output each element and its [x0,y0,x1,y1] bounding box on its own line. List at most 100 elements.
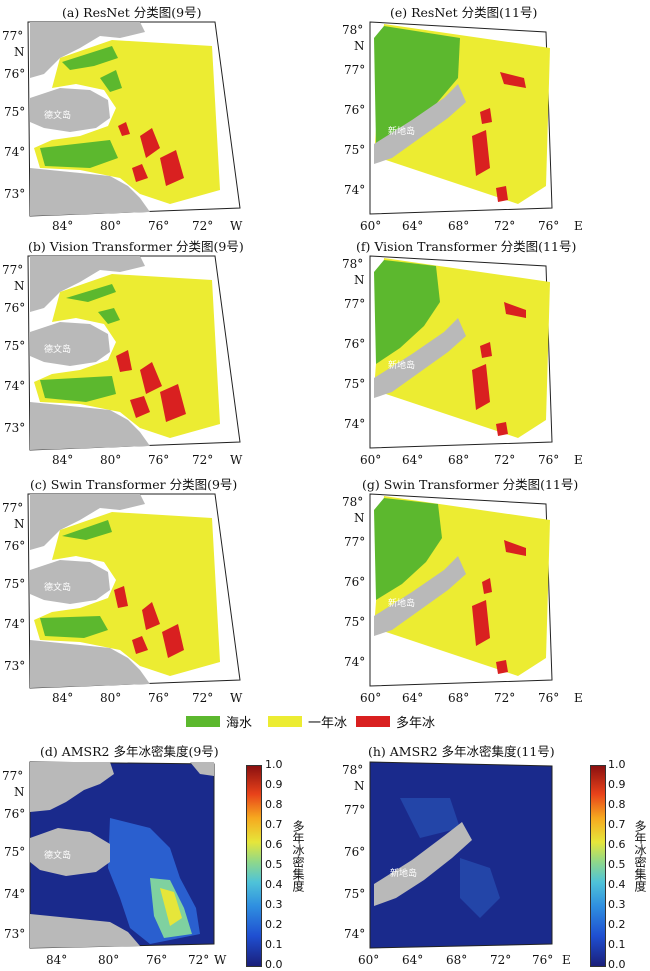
svg-text:72°: 72° [494,691,515,705]
svg-text:76°: 76° [344,575,365,589]
svg-text:76°: 76° [4,301,25,315]
svg-text:73°: 73° [4,927,25,941]
svg-text:76°: 76° [4,807,25,821]
lat-labels: 77° N 76° 75° 74° 73° [2,29,25,201]
svg-text:W: W [230,691,243,705]
svg-text:60°: 60° [360,453,381,467]
svg-text:76°: 76° [344,845,365,859]
svg-text:75°: 75° [344,143,365,157]
svg-text:60°: 60° [358,953,379,967]
panel-g-title: (g) Swin Transformer 分类图(11号) [362,477,579,492]
svg-text:N: N [354,273,365,287]
map-e-resnet-11: 78° N 77° 76° 75° 74° 60° 64° 68° 72° 76… [342,21,583,233]
svg-text:75°: 75° [4,339,25,353]
svg-text:80°: 80° [100,691,121,705]
svg-text:E: E [574,691,583,705]
svg-text:77°: 77° [2,769,23,783]
svg-text:W: W [230,453,243,467]
svg-text:77°: 77° [2,501,23,515]
svg-text:76°: 76° [344,103,365,117]
svg-text:72°: 72° [192,453,213,467]
svg-text:N: N [14,517,25,531]
svg-text:73°: 73° [4,421,25,435]
svg-text:74°: 74° [344,927,365,941]
legend-item-multi-year-ice: 多年冰 [356,712,435,731]
map-b-vit-9: 77° N 76° 75° 74° 73° 84° 80° 76° 72° W … [2,255,243,467]
svg-text:74°: 74° [4,887,25,901]
svg-text:W: W [214,953,227,967]
panel-d-title: (d) AMSR2 多年冰密集度(9号) [40,744,219,759]
svg-text:77°: 77° [344,63,365,77]
svg-text:84°: 84° [52,453,73,467]
svg-text:76°: 76° [538,691,559,705]
svg-text:76°: 76° [148,219,169,233]
svg-text:84°: 84° [46,953,67,967]
map-f-vit-11: 78° N 77° 76° 75° 74° 60° 64° 68° 72° 76… [342,255,583,467]
svg-text:76°: 76° [4,539,25,553]
svg-text:68°: 68° [446,953,467,967]
svg-text:72°: 72° [192,219,213,233]
svg-text:72°: 72° [494,453,515,467]
svg-text:75°: 75° [344,377,365,391]
svg-text:74°: 74° [4,379,25,393]
svg-text:77°: 77° [344,803,365,817]
svg-text:68°: 68° [448,691,469,705]
svg-text:75°: 75° [344,887,365,901]
svg-text:60°: 60° [360,691,381,705]
svg-text:72°: 72° [188,953,209,967]
svg-text:73°: 73° [4,659,25,673]
panel-c-title: (c) Swin Transformer 分类图(9号) [30,477,238,492]
svg-text:新地岛: 新地岛 [388,597,415,609]
svg-text:77°: 77° [2,29,23,43]
svg-text:77°: 77° [344,297,365,311]
svg-text:74°: 74° [344,417,365,431]
svg-text:新地岛: 新地岛 [388,125,415,137]
svg-text:60°: 60° [360,219,381,233]
legend-item-sea-water: 海水 [186,712,252,731]
svg-text:75°: 75° [4,845,25,859]
svg-text:75°: 75° [4,577,25,591]
svg-text:75°: 75° [344,615,365,629]
svg-text:76°: 76° [532,953,553,967]
svg-text:78°: 78° [342,495,363,509]
svg-text:68°: 68° [448,219,469,233]
panel-e-title: (e) ResNet 分类图(11号) [390,5,538,20]
svg-text:德文岛: 德文岛 [44,581,71,593]
svg-text:E: E [574,219,583,233]
legend-item-first-year-ice: 一年冰 [268,712,347,731]
svg-text:72°: 72° [490,953,511,967]
svg-text:N: N [14,785,25,799]
colorbar-h-title: 多年冰密集度 [633,820,647,892]
svg-text:新地岛: 新地岛 [388,359,415,371]
svg-text:77°: 77° [2,263,23,277]
svg-text:72°: 72° [192,691,213,705]
svg-text:80°: 80° [100,453,121,467]
lon-labels: 84° 80° 76° 72° W [52,219,243,233]
svg-text:78°: 78° [342,763,363,777]
svg-text:74°: 74° [344,655,365,669]
panel-h-title: (h) AMSR2 多年冰密集度(11号) [368,744,555,759]
svg-text:64°: 64° [402,453,423,467]
svg-text:德文岛: 德文岛 [44,849,71,861]
svg-text:76°: 76° [538,219,559,233]
svg-text:68°: 68° [448,453,469,467]
svg-text:64°: 64° [402,953,423,967]
panel-b-title: (b) Vision Transformer 分类图(9号) [28,239,244,254]
svg-text:76°: 76° [4,67,25,81]
svg-text:74°: 74° [344,183,365,197]
svg-text:76°: 76° [538,453,559,467]
svg-text:78°: 78° [342,257,363,271]
svg-text:E: E [574,453,583,467]
svg-text:76°: 76° [146,953,167,967]
map-a-resnet-9: 77° N 76° 75° 74° 73° 84° 80° 76° 72° W … [2,21,243,233]
panel-f-title: (f) Vision Transformer 分类图(11号) [356,239,577,254]
svg-text:77°: 77° [344,535,365,549]
svg-text:N: N [354,39,365,53]
island-label: 德文岛 [44,109,71,121]
svg-text:N: N [14,279,25,293]
svg-text:N: N [354,779,365,793]
svg-text:78°: 78° [342,23,363,37]
colorbar-d-title: 多年冰密集度 [291,820,305,892]
svg-text:64°: 64° [402,691,423,705]
legend-swatch [268,716,302,727]
